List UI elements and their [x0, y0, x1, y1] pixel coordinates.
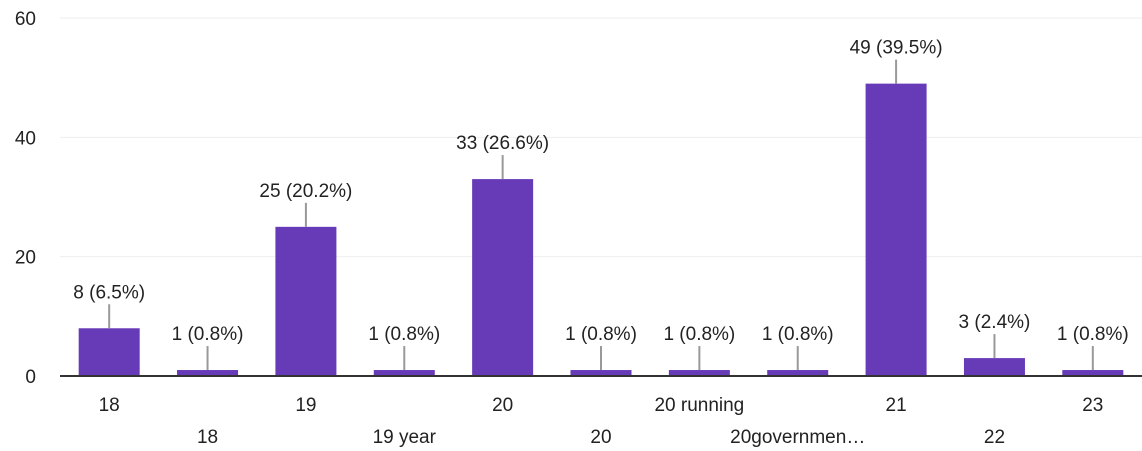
bar	[472, 179, 534, 376]
x-tick-label: 20 running	[654, 395, 744, 416]
data-label: 1 (0.8%)	[663, 324, 735, 345]
data-label: 1 (0.8%)	[368, 324, 440, 345]
x-tick-label: 19	[295, 395, 316, 416]
bar	[177, 370, 239, 376]
bar	[865, 83, 927, 376]
bar	[767, 370, 829, 376]
data-label: 33 (26.6%)	[456, 133, 549, 154]
bar	[668, 370, 730, 376]
data-label: 1 (0.8%)	[565, 324, 637, 345]
data-label: 49 (39.5%)	[850, 38, 943, 59]
bar	[373, 370, 435, 376]
x-tick-label: 20	[492, 395, 513, 416]
bar	[1062, 370, 1124, 376]
x-tick-label: 20	[590, 427, 611, 448]
data-label: 8 (6.5%)	[73, 282, 145, 303]
data-label: 25 (20.2%)	[259, 181, 352, 202]
y-tick-label: 20	[15, 248, 36, 269]
y-tick-label: 0	[25, 367, 36, 388]
bar	[78, 328, 140, 376]
y-tick-label: 60	[15, 9, 36, 30]
x-tick-label: 19 year	[373, 427, 437, 448]
data-label: 1 (0.8%)	[1057, 324, 1129, 345]
x-tick-label: 20governmen…	[730, 427, 865, 448]
bar	[963, 358, 1025, 376]
data-label: 1 (0.8%)	[172, 324, 244, 345]
x-tick-label: 22	[984, 427, 1005, 448]
bar	[570, 370, 632, 376]
data-label: 3 (2.4%)	[959, 312, 1031, 333]
data-label: 1 (0.8%)	[762, 324, 834, 345]
x-tick-label: 21	[886, 395, 907, 416]
bar	[275, 226, 337, 376]
x-tick-label: 23	[1082, 395, 1103, 416]
x-tick-label: 18	[197, 427, 218, 448]
y-tick-label: 40	[15, 128, 36, 149]
x-tick-label: 18	[99, 395, 120, 416]
